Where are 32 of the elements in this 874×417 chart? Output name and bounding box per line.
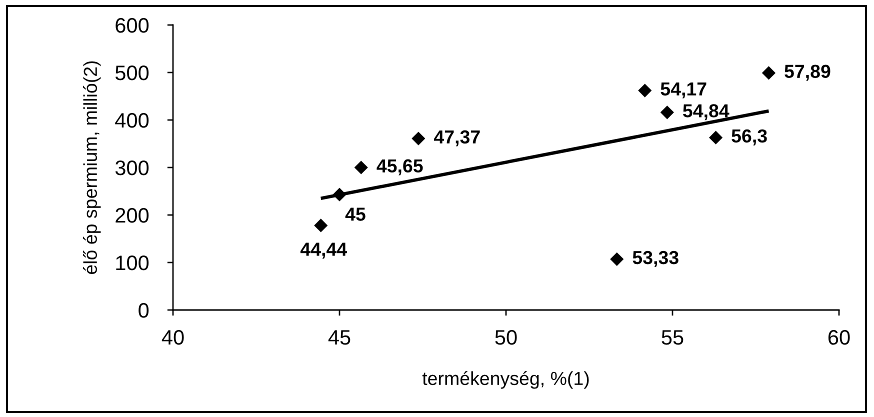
x-tick-label: 40	[162, 330, 184, 345]
x-tick-label: 50	[495, 330, 517, 345]
annotation: 56,3	[732, 129, 767, 146]
y-tick-label: 600	[116, 18, 149, 33]
x-tick-label: 60	[828, 330, 850, 345]
point	[708, 130, 723, 144]
annotation: 45,65	[376, 159, 423, 176]
annotation: 57,89	[784, 64, 830, 81]
y-axis-title: élő ép spermium, millió(2)	[83, 61, 101, 274]
y-tick-label: 0	[138, 303, 149, 318]
point	[660, 106, 674, 120]
point	[638, 84, 652, 98]
annotation: 54,17	[660, 82, 706, 98]
point	[762, 66, 776, 80]
annotation: 44,44	[300, 242, 347, 259]
x-axis-title: termékenység, %(1)	[422, 371, 589, 389]
point	[332, 188, 346, 202]
x-tick-label: 55	[662, 330, 684, 345]
annotation: 45	[345, 208, 366, 221]
point	[354, 160, 368, 174]
y-tick-label: 400	[115, 113, 149, 128]
y-tick-label: 500	[115, 66, 149, 80]
y-tick-label: 100	[116, 256, 149, 270]
y-tick-label: 200	[116, 208, 149, 223]
point	[610, 252, 624, 266]
point	[314, 218, 328, 232]
point	[412, 132, 426, 146]
x-tick-label: 45	[328, 330, 350, 345]
annotation: 54,84	[683, 104, 730, 120]
annotation: 47,37	[434, 130, 480, 146]
annotation: 53,33	[632, 250, 678, 267]
y-tick-label: 300	[115, 160, 149, 176]
